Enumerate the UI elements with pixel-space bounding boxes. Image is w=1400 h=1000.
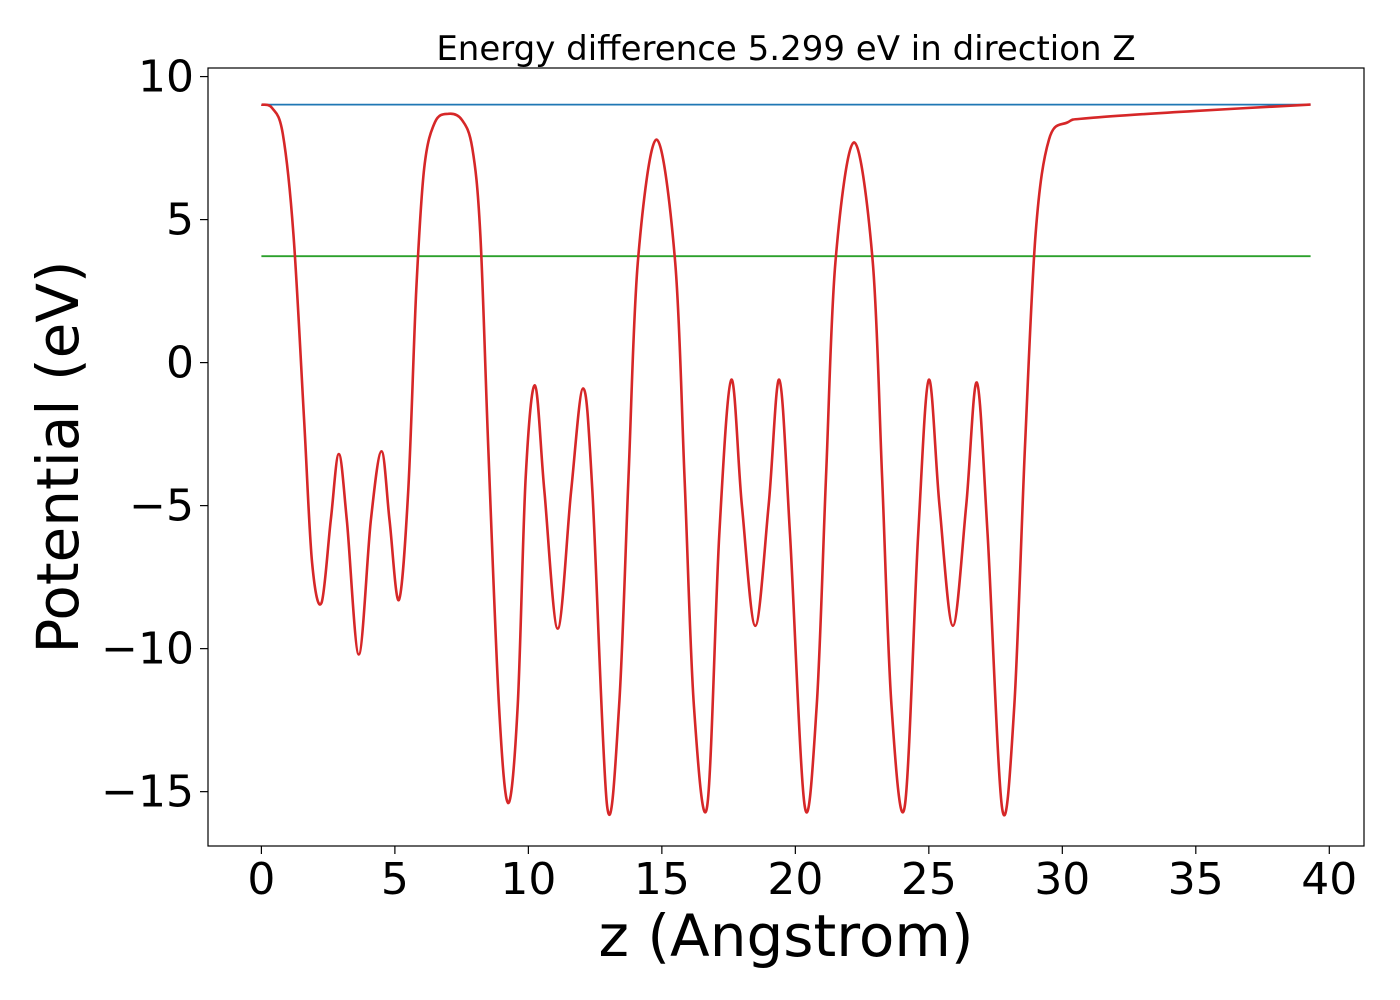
series-layer (260, 103, 1311, 817)
y-tick-label: −15 (101, 767, 194, 818)
x-tick-label: 0 (247, 854, 275, 905)
x-axis-label: z (Angstrom) (599, 902, 974, 970)
chart-title: Energy difference 5.299 eV in direction … (436, 29, 1135, 69)
x-tick-label: 35 (1168, 854, 1224, 905)
x-tick-label: 25 (901, 854, 957, 905)
y-axis-label: Potential (eV) (24, 260, 92, 653)
y-tick-label: 5 (166, 195, 194, 246)
x-tick-label: 30 (1034, 854, 1090, 905)
x-tick-label: 5 (381, 854, 409, 905)
x-tick-label: 15 (634, 854, 690, 905)
x-tick-label: 20 (767, 854, 823, 905)
y-tick-label: 0 (166, 338, 194, 389)
x-tick-label: 40 (1301, 854, 1357, 905)
x-tick-label: 10 (500, 854, 556, 905)
y-tick-label: 10 (138, 52, 194, 103)
red-potential-curve (260, 103, 1311, 817)
y-tick-label: −10 (101, 624, 194, 675)
y-axis: 10 5 0 −5 −10 −15 (101, 52, 208, 818)
x-axis: 0 5 10 15 20 25 30 35 40 (247, 846, 1357, 905)
y-tick-label: −5 (129, 481, 194, 532)
